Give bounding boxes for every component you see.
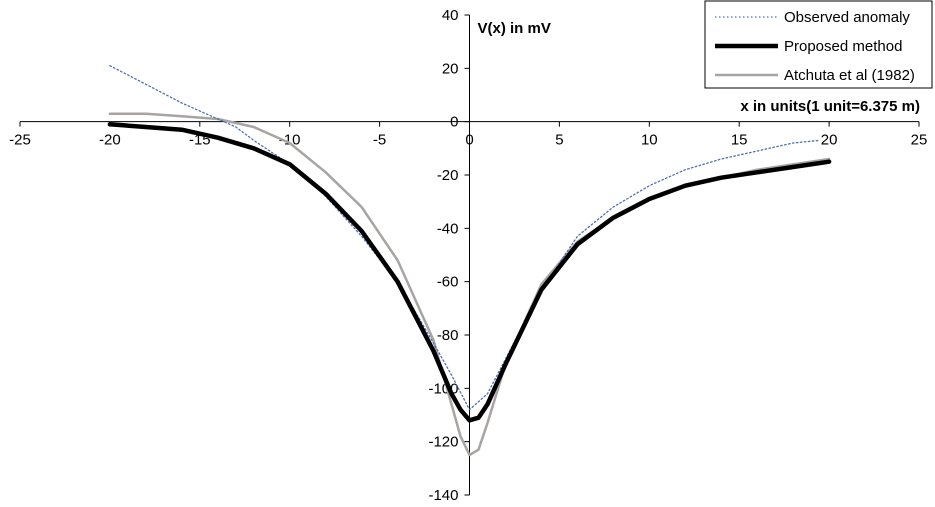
- x-tick-label: -5: [373, 132, 386, 149]
- x-axis-title: x in units(1 unit=6.375 m): [740, 98, 920, 115]
- x-tick-label: 25: [911, 132, 928, 149]
- legend-label-proposed: Proposed method: [784, 38, 902, 55]
- legend-item-observed: Observed anomaly: [715, 9, 910, 26]
- y-tick-label: -120: [428, 434, 458, 451]
- y-tick-label: -20: [437, 167, 459, 184]
- x-tick-label: -20: [99, 132, 121, 149]
- legend: Observed anomaly Proposed method Atchuta…: [704, 0, 933, 89]
- series-layer: [107, 65, 832, 457]
- y-axis-title: V(x) in mV: [478, 20, 551, 37]
- y-tick-label: 20: [442, 60, 459, 77]
- legend-item-proposed: Proposed method: [715, 38, 902, 55]
- x-tick-label: 5: [555, 132, 563, 149]
- y-tick-label: -80: [437, 327, 459, 344]
- legend-label-atchuta: Atchuta et al (1982): [784, 67, 915, 84]
- y-tick-label: -140: [428, 487, 458, 504]
- x-tick-label: 10: [641, 132, 658, 149]
- x-tick-label: -10: [279, 132, 301, 149]
- y-tick-label: -60: [437, 274, 459, 291]
- legend-item-atchuta: Atchuta et al (1982): [715, 67, 915, 84]
- x-tick-label: -25: [9, 132, 31, 149]
- axes: [19, 14, 920, 496]
- y-tick-label: 0: [450, 114, 458, 131]
- y-tick-label: -40: [437, 220, 459, 237]
- legend-label-observed: Observed anomaly: [784, 9, 910, 26]
- series-line-0: [109, 65, 821, 411]
- series-line-1: [107, 122, 832, 423]
- y-tick-label: 40: [442, 7, 459, 24]
- x-tick-label: 20: [821, 132, 838, 149]
- x-tick-label: 15: [731, 132, 748, 149]
- x-tick-label: 0: [465, 132, 473, 149]
